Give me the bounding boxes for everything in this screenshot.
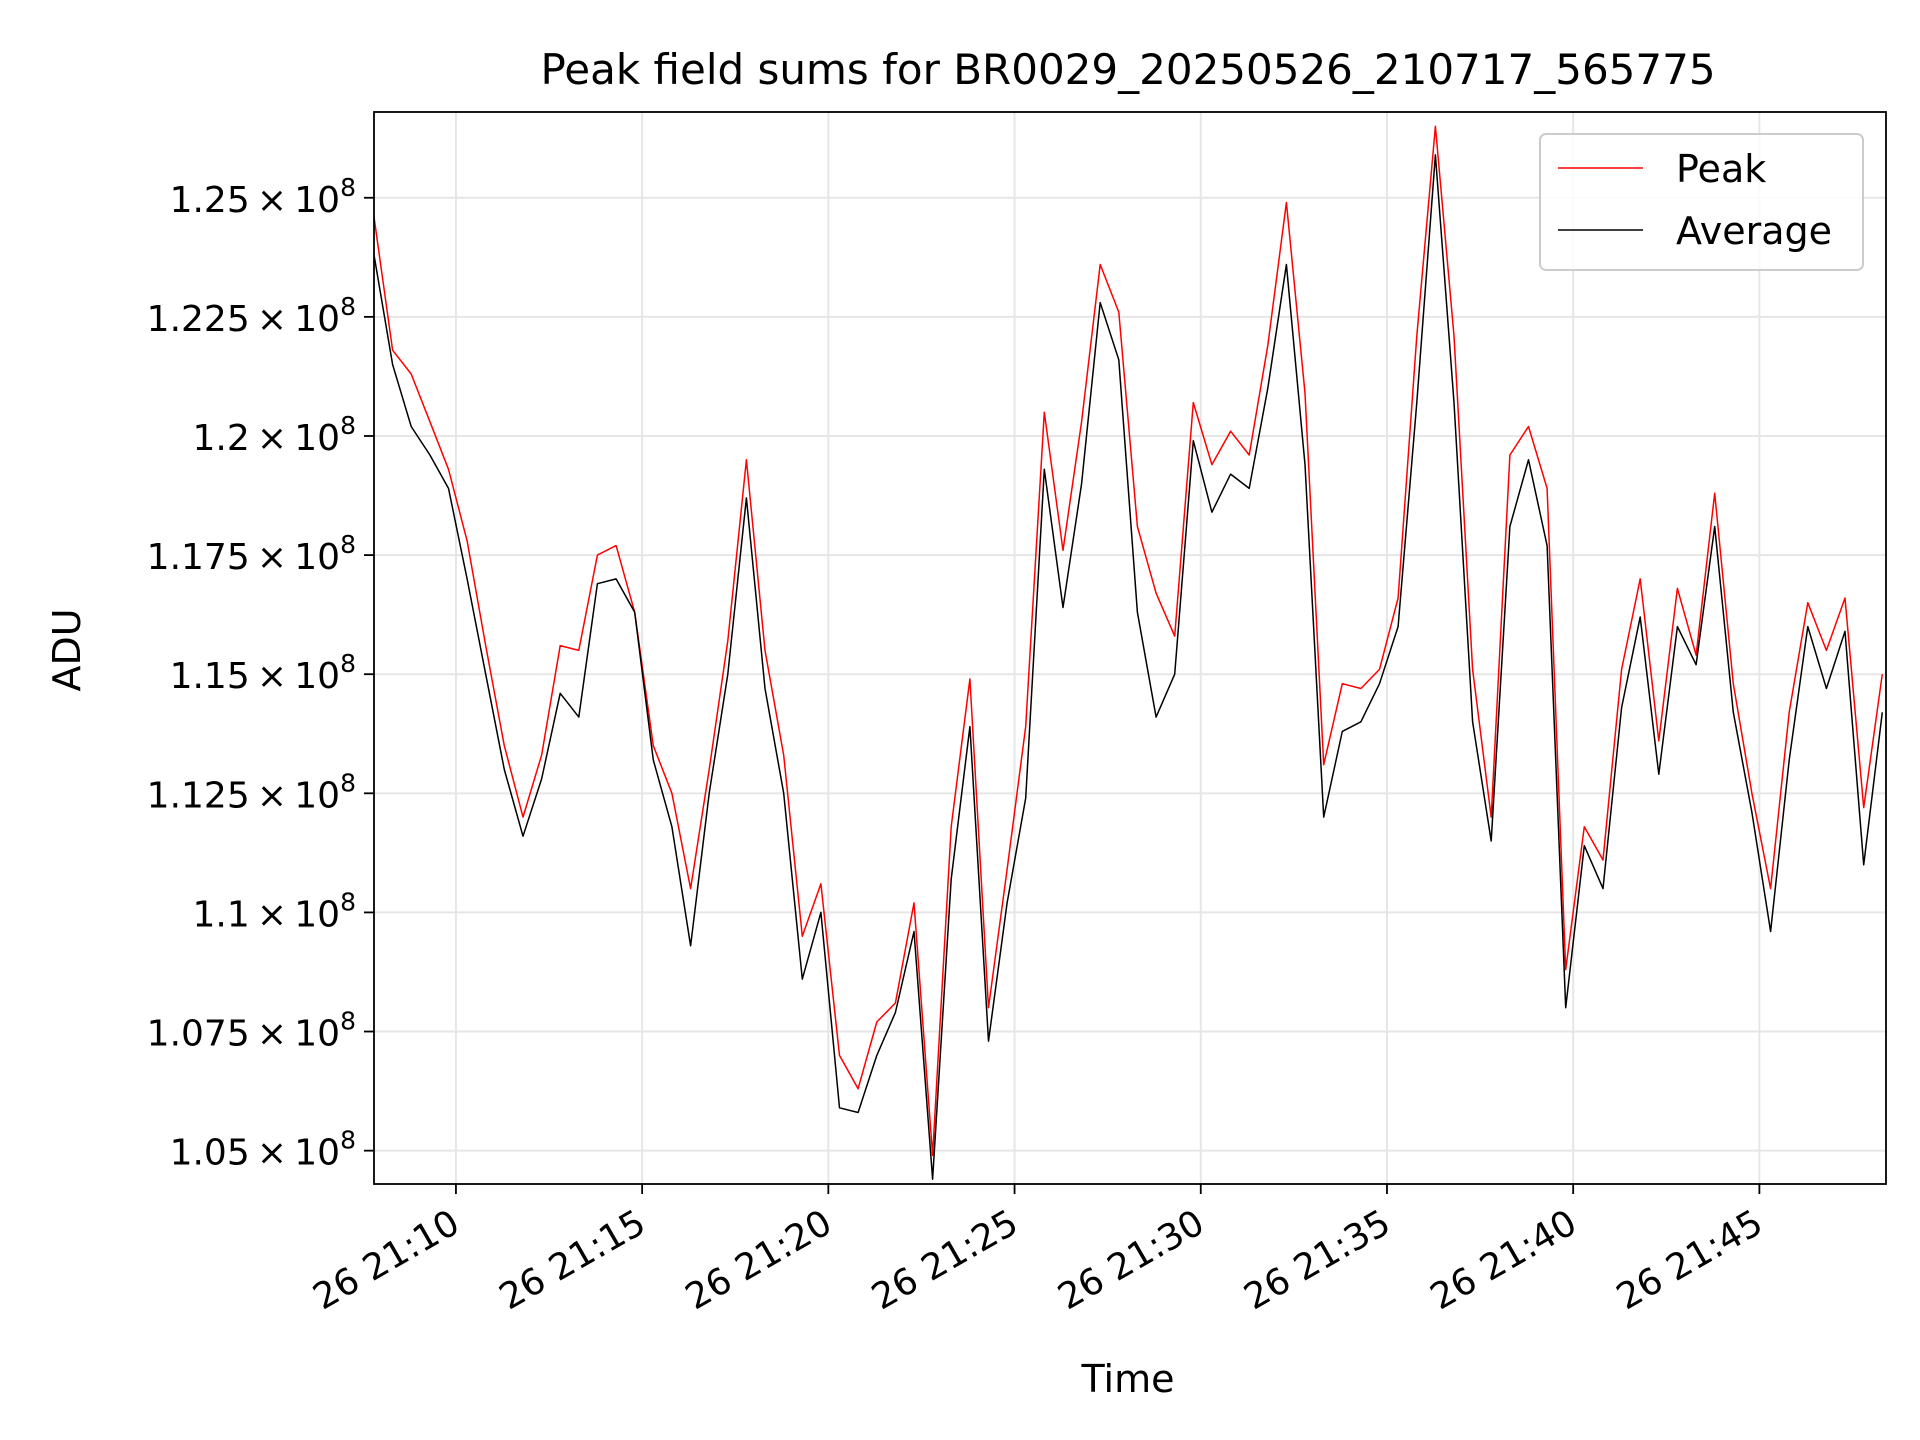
y-axis-label: ADU xyxy=(45,608,89,691)
y-tick-label: 1.2 × 108 xyxy=(192,411,356,459)
y-axis: 1.05 × 108 1.075 × 108 1.1 × 108 1.125 × 10… xyxy=(147,173,374,1174)
y-tick-label: 1.175 × 108 xyxy=(147,530,356,578)
chart-title: Peak field sums for BR0029_20250526_2107… xyxy=(540,45,1715,94)
plot-frame xyxy=(373,111,1887,1185)
y-tick-label: 1.1 × 108 xyxy=(192,887,356,935)
y-tick-label: 1.25 × 108 xyxy=(170,173,356,221)
series-line-average xyxy=(374,154,1884,1180)
y-tick-label: 1.225 × 108 xyxy=(147,292,356,340)
y-tick-label: 1.05 × 108 xyxy=(170,1126,356,1174)
series-layer xyxy=(374,125,1884,1180)
y-tick-label: 1.15 × 108 xyxy=(170,649,356,697)
legend-label-average: Average xyxy=(1676,209,1832,253)
x-axis-label: Time xyxy=(1081,1357,1175,1401)
legend: Peak Average xyxy=(1539,133,1864,271)
series-line-peak xyxy=(374,125,1884,1157)
y-tick-label: 1.075 × 108 xyxy=(147,1007,356,1055)
legend-label-peak: Peak xyxy=(1676,147,1766,191)
y-tick-label: 1.125 × 108 xyxy=(147,768,356,816)
